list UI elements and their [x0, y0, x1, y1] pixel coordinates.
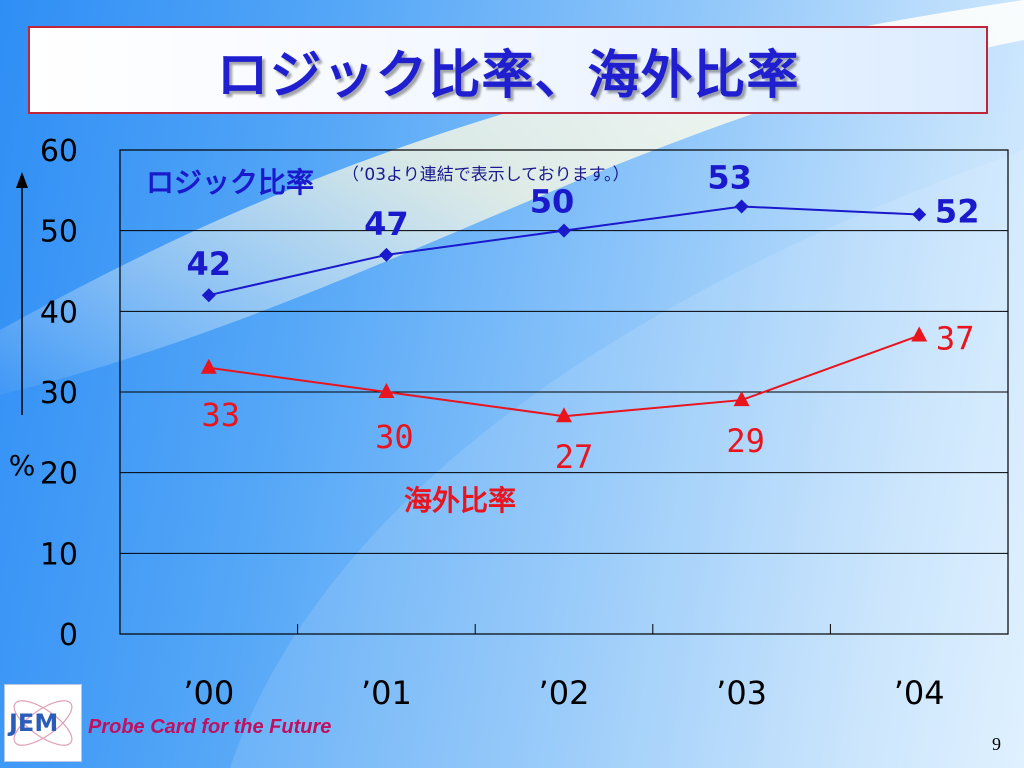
series-name-logic: ロジック比率 [146, 166, 314, 199]
data-label: 42 [187, 245, 232, 283]
data-point-diamond [557, 223, 571, 238]
data-point-triangle [200, 358, 217, 374]
x-tick-label: ’00 [183, 674, 234, 712]
y-tick-label: 30 [40, 376, 78, 411]
data-label: 30 [375, 418, 414, 456]
data-point-diamond [201, 288, 216, 303]
x-tick-label: ’03 [716, 674, 767, 712]
data-label: 50 [530, 183, 575, 221]
page-number: 9 [992, 734, 1001, 754]
data-point-triangle [556, 407, 572, 423]
tagline: Probe Card for the Future [88, 716, 332, 738]
y-tick-label: 60 [40, 134, 78, 169]
data-point-triangle [911, 326, 928, 342]
x-tick-label: ’04 [894, 674, 945, 712]
data-label: 33 [202, 396, 241, 434]
data-point-diamond [912, 207, 927, 222]
series-line [208, 334, 920, 418]
data-label: 37 [936, 320, 975, 358]
data-point-diamond [379, 247, 394, 262]
y-tick-label: 10 [40, 537, 78, 572]
data-point-diamond [734, 199, 749, 214]
data-label: 53 [707, 158, 752, 196]
data-label: 27 [555, 438, 594, 476]
data-label: 52 [935, 193, 980, 231]
data-point-triangle [733, 391, 750, 407]
y-tick-label: 0 [59, 618, 78, 653]
logo-orbit-icon [13, 700, 73, 746]
title-box: ロジック比率、海外比率 [28, 26, 988, 114]
slide-title: ロジック比率、海外比率 [216, 45, 800, 106]
y-unit-label: % [9, 449, 36, 482]
jem-logo: JEM [4, 684, 82, 762]
series-note: （’03より連結で表示しております。） [342, 165, 629, 185]
y-tick-label: 50 [40, 215, 78, 250]
arrow-up-icon [16, 172, 28, 188]
x-tick-label: ’01 [361, 674, 412, 712]
series-name-overseas: 海外比率 [404, 484, 516, 517]
x-tick-label: ’02 [539, 674, 590, 712]
logo-text: JEM [9, 709, 59, 737]
data-point-triangle [378, 383, 395, 398]
y-tick-label: 20 [40, 457, 78, 492]
data-label: 29 [726, 422, 765, 460]
y-tick-label: 40 [40, 295, 78, 330]
data-label: 47 [364, 205, 409, 243]
